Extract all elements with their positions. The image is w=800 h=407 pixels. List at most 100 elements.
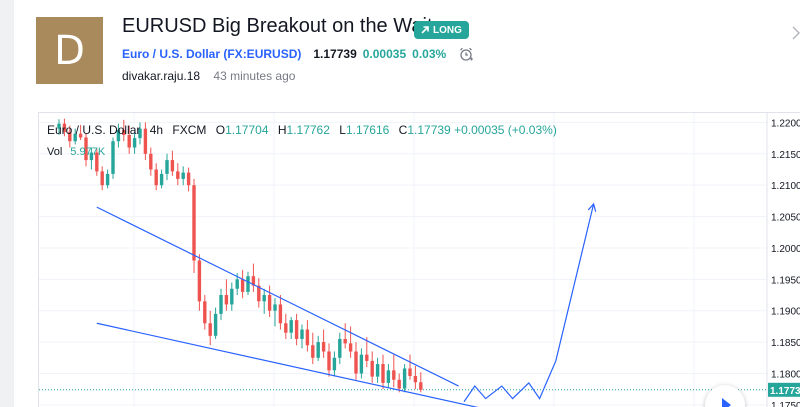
candle-body [116,129,121,142]
lower-trendline [96,322,479,407]
symbol-change: 0.00035 [362,47,407,61]
author-row: divakar.raju.18 43 minutes ago [122,69,295,83]
candle-body [73,133,77,142]
symbol-price: 1.17739 [313,47,357,61]
legend-change: +0.00035 (+0.03%) [454,123,557,137]
candle-body [78,133,83,138]
idea-title[interactable]: EURUSD Big Breakout on the Wait [122,15,433,37]
candle-body [311,345,315,358]
legend-close-label: C [398,123,408,137]
candle-body [289,320,293,333]
candle-body [413,375,418,383]
volume-value: 5.977K [70,146,106,158]
candle-body [149,153,153,170]
candle-body [365,354,369,361]
candle-body [294,320,299,339]
candle-body [257,285,261,302]
legend-high: 1.17762 [286,123,330,137]
candle-body [230,288,234,305]
symbol-code[interactable]: (FX:EURUSD) [223,47,302,61]
candle-body [305,329,310,346]
candle-body [84,137,88,161]
author-name[interactable]: divakar.raju.18 [122,69,201,83]
play-button[interactable] [705,385,745,407]
legend-high-label: H [277,123,287,137]
candle-body [176,171,180,179]
candle-body [246,276,250,292]
long-badge: LONG [414,21,469,39]
candle-body [267,295,272,311]
candle-body [68,131,72,142]
price-tick-label: 1.2100 [771,181,800,192]
candle-body [170,160,175,172]
candle-body [122,129,126,135]
candle-body [300,329,304,339]
volume-legend: Vol 5.977K [47,146,105,158]
avatar[interactable]: D [36,17,103,84]
candle-body [392,370,396,380]
candle-body [338,338,342,358]
last-price-badge [768,382,800,397]
chart-area[interactable]: 1.2200 1.2150 1.2100 1.2050 1.2000 1.1950 1.19… [38,112,800,407]
candle-body [240,279,245,292]
candle-body [165,160,169,174]
legend-low: 1.17616 [345,123,390,137]
candle-body [278,304,283,324]
candle-body [235,279,239,289]
candle-body [62,123,67,132]
chevron-right-icon[interactable] [790,25,800,41]
candle-body [327,351,331,371]
alarm-clock-icon[interactable] [458,46,474,62]
candle-body [419,382,423,390]
symbol-link[interactable]: Euro / U.S. Dollar (FX:EURUSD) [122,47,301,61]
candle-body [213,313,218,336]
candle-body [370,360,374,377]
badge-label: LONG [433,24,462,36]
candle-body [251,276,256,286]
candle-body [154,169,158,186]
candle-body [273,304,277,311]
legend-symbol: Euro / U.S. Dollar [47,123,141,137]
candle-body [208,323,212,336]
candle-body [186,172,191,186]
price-tick-label: 1.2000 [771,244,800,255]
candle-body [354,351,358,374]
price-tick-label: 1.2050 [771,213,800,224]
price-tick-label: 1.1800 [771,369,800,380]
candle-body [321,342,326,352]
projection-arrowhead [587,202,597,212]
candle-body [343,338,347,344]
price-tick-label: 1.1900 [771,307,800,318]
candle-body [105,173,110,186]
candle-body [159,173,164,186]
play-icon[interactable] [705,385,745,407]
candle-body [127,134,131,148]
candle-body [375,364,380,377]
symbol-name[interactable]: Euro / U.S. Dollar [122,47,221,61]
price-tick-label: 1.1950 [771,275,800,286]
candle-body [316,342,320,358]
arrow-up-right-icon [421,26,429,34]
candle-body [397,379,401,389]
chart-legend: Euro / U.S. Dollar 4h FXCM O1.17704 H1.1… [47,123,557,137]
candle-body [143,128,148,154]
candle-body [332,357,337,371]
candle-body [57,123,61,129]
candle-body [192,185,196,261]
candle-body [348,343,353,352]
candle-body [181,172,185,179]
price-tick-label: 1.2150 [771,150,800,161]
volume-label: Vol [47,146,63,158]
candle-body [224,295,229,305]
candle-body [89,152,94,161]
candle-body [359,354,364,374]
symbol-change-percent: 0.03% [412,47,447,61]
candlestick-chart[interactable]: 1.2200 1.2150 1.2100 1.2050 1.2000 1.1950 1.19… [39,113,800,407]
price-tick-label: 1.1750 [771,401,800,407]
legend-open-label: O [215,123,226,137]
legend-low-label: L [339,123,346,137]
candle-body [408,368,412,376]
projection-path [463,203,595,403]
candle-body [132,138,137,148]
legend-open: 1.17704 [225,123,269,137]
